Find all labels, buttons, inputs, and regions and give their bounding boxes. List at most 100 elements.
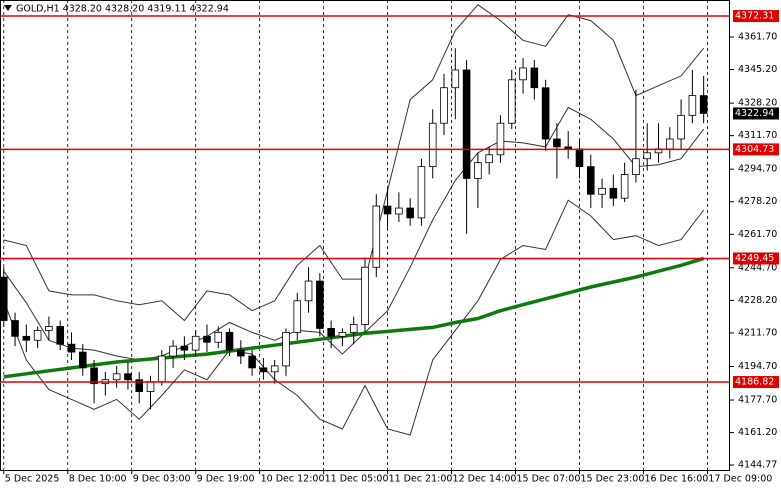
y-tick-label: 4211.70 — [738, 327, 777, 338]
candle-body — [485, 154, 493, 164]
candle-body — [553, 138, 561, 148]
menu-triangle[interactable] — [4, 5, 12, 11]
y-tick-label: 4144.77 — [738, 460, 777, 471]
candle-body — [632, 158, 640, 175]
candle-body — [112, 373, 121, 381]
x-tick-label: 17 Dec 09:00 — [708, 474, 772, 485]
candle-body — [598, 187, 606, 195]
candle-body — [33, 329, 42, 341]
y-tick-label: 4278.20 — [738, 196, 777, 207]
y-tick-label: 4228.20 — [738, 295, 777, 306]
y-tick-label: 4161.20 — [738, 427, 777, 438]
candle-body — [304, 280, 313, 302]
level-label: 4372.31 — [735, 11, 774, 22]
candle-body — [372, 205, 381, 268]
candle-body — [11, 320, 19, 337]
candle-body — [191, 335, 200, 351]
candle-body — [406, 207, 414, 219]
candle-body — [519, 67, 527, 81]
candle-body — [474, 162, 482, 179]
candle-body — [586, 166, 595, 195]
indicator-line — [3, 199, 705, 436]
candle-body — [643, 152, 652, 160]
candle-body — [677, 114, 685, 140]
candle-body — [0, 276, 8, 321]
candle-body — [451, 69, 460, 89]
y-tick-label: 4177.70 — [738, 395, 777, 406]
y-tick-label: 4244.70 — [738, 262, 777, 273]
candle-body — [146, 381, 155, 392]
candle-body — [666, 138, 674, 150]
candle-body — [440, 87, 448, 124]
plot-frame — [0, 0, 730, 471]
chart-title: GOLD,H1 4328.20 4328.20 4319.11 4322.94 — [16, 4, 229, 15]
candle-body — [259, 367, 268, 373]
candle-body — [214, 331, 223, 343]
x-tick-label: 12 Dec 14:00 — [453, 474, 517, 485]
y-tick-label: 4311.70 — [738, 130, 777, 141]
candle-body — [203, 335, 211, 343]
candle-body — [530, 67, 539, 89]
y-tick-label: 4345.20 — [738, 64, 777, 75]
last-price-bg — [733, 107, 779, 120]
y-tick-label: 4328.20 — [738, 98, 777, 109]
candle-body — [270, 365, 279, 373]
level-label: 4186.82 — [735, 377, 774, 388]
level-label-bg — [733, 376, 779, 389]
candle-body — [609, 187, 618, 199]
candle-body — [327, 328, 335, 337]
candle-body — [22, 335, 31, 341]
level-label: 4304.73 — [735, 144, 774, 155]
candle-body — [507, 79, 516, 124]
candle-body — [158, 355, 166, 383]
candle-body — [361, 266, 369, 325]
candle-body — [248, 355, 256, 369]
candle-body — [135, 379, 144, 392]
y-tick-label: 4294.70 — [738, 164, 777, 175]
candle-body — [383, 205, 392, 215]
candle-body — [462, 69, 471, 179]
candle-body — [45, 326, 53, 331]
x-tick-label: 15 Dec 23:00 — [580, 474, 644, 485]
x-tick-label: 8 Dec 10:00 — [69, 474, 127, 485]
candle-body — [541, 87, 550, 140]
candle-body — [564, 146, 572, 150]
candle-body — [225, 331, 234, 351]
candle-body — [316, 280, 324, 329]
candle-body — [169, 345, 177, 357]
candle-body — [349, 324, 358, 333]
y-tick-label: 4361.70 — [738, 31, 777, 42]
candle-body — [338, 331, 347, 337]
indicator-line — [3, 4, 705, 322]
y-tick-label: 4261.70 — [738, 229, 777, 240]
candle-body — [78, 351, 87, 369]
candle-body — [282, 331, 290, 367]
candle-body — [293, 300, 302, 333]
x-tick-label: 11 Dec 21:00 — [389, 474, 453, 485]
x-tick-label: 11 Dec 05:00 — [325, 474, 389, 485]
candle-body — [620, 174, 629, 199]
candle-body — [496, 122, 505, 156]
x-tick-label: 16 Dec 16:00 — [644, 474, 708, 485]
candle-body — [699, 95, 708, 114]
candle-body — [575, 148, 584, 168]
candle-body — [56, 326, 64, 345]
candle-body — [180, 345, 189, 351]
candle-body — [417, 166, 426, 219]
level-label-bg — [733, 10, 779, 23]
x-tick-label: 9 Dec 19:00 — [197, 474, 255, 485]
y-tick-label: 4194.70 — [738, 361, 777, 372]
x-tick-label: 9 Dec 03:00 — [133, 474, 191, 485]
last-price-label: 4322.94 — [735, 108, 774, 119]
candle-body — [428, 122, 437, 168]
level-label-bg — [733, 252, 779, 265]
candle-body — [688, 95, 697, 116]
candle-body — [395, 207, 403, 215]
candle-body — [124, 373, 132, 381]
level-label-bg — [733, 143, 779, 156]
level-label: 4249.45 — [735, 253, 774, 264]
x-tick-label: 15 Dec 07:00 — [517, 474, 581, 485]
